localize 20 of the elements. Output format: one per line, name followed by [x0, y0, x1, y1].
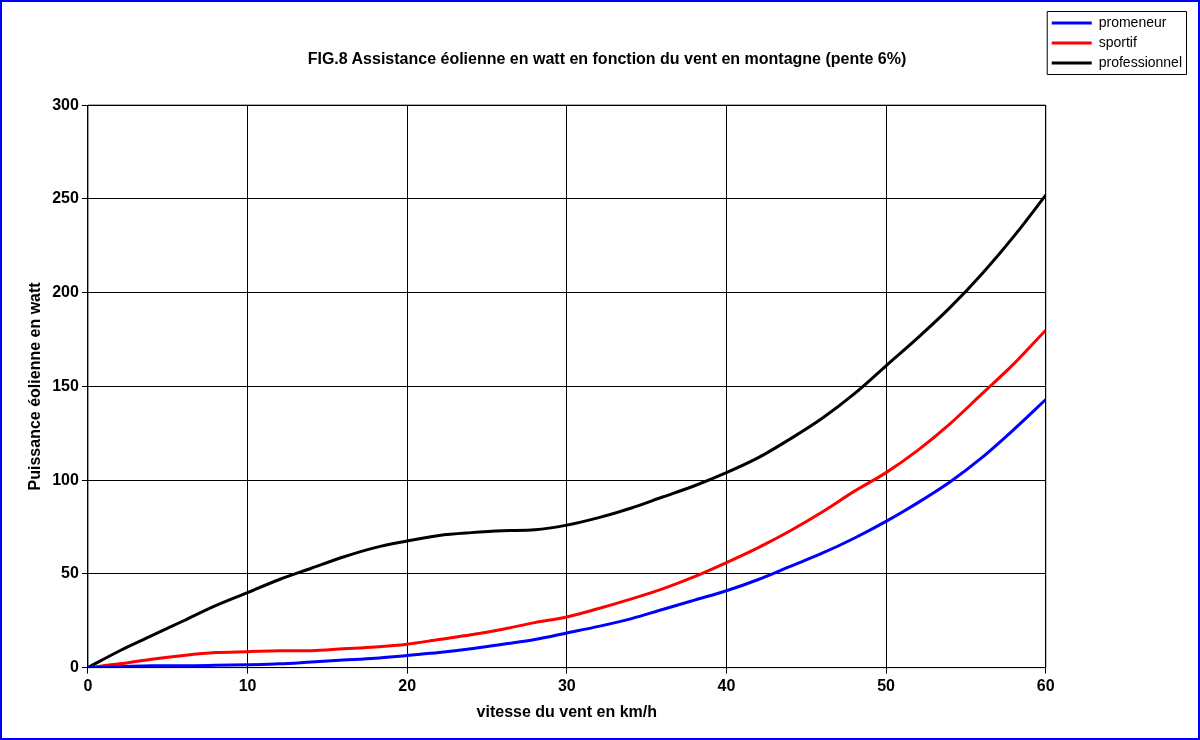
x-tick-label: 20 — [398, 676, 417, 694]
y-tick-label: 150 — [52, 376, 79, 394]
y-axis-title: Puissance éolienne en watt — [26, 281, 44, 491]
y-tick-label: 250 — [52, 189, 79, 207]
x-axis-title: vitesse du vent en km/h — [476, 702, 658, 720]
legend-label: professionnel — [1098, 53, 1183, 70]
x-tick-label: 30 — [557, 676, 576, 694]
y-tick-label: 300 — [52, 95, 79, 113]
x-tick-label: 0 — [83, 676, 93, 694]
y-tick-label: 200 — [52, 283, 79, 301]
legend-label: promeneur — [1098, 13, 1167, 30]
x-tick-label: 10 — [238, 676, 257, 694]
x-tick-label: 50 — [877, 676, 896, 694]
y-tick-label: 0 — [69, 658, 79, 676]
chart-title: FIG.8 Assistance éolienne en watt en fonction du vent en montagne (pente 6%) — [307, 50, 907, 68]
x-tick-label: 40 — [717, 676, 736, 694]
y-tick-label: 100 — [52, 470, 79, 488]
y-tick-label: 50 — [61, 564, 79, 582]
legend-label: sportif — [1098, 33, 1137, 50]
x-tick-label: 60 — [1036, 676, 1055, 694]
